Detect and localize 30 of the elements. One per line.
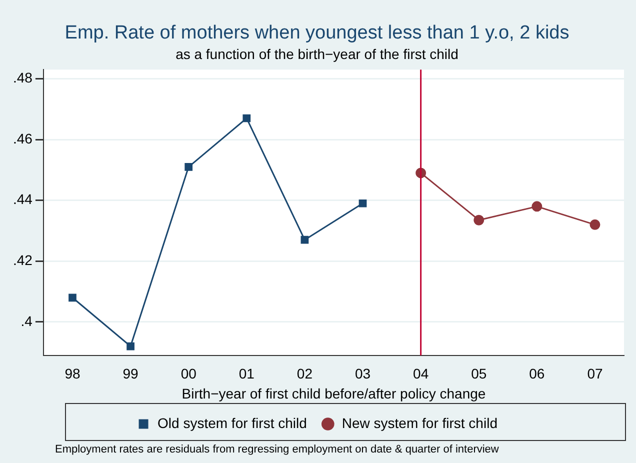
x-tick-label: 01 <box>238 366 255 382</box>
x-tick-label: 05 <box>471 366 487 382</box>
point <box>358 199 367 208</box>
point <box>590 219 600 230</box>
x-tick-label: 06 <box>529 366 545 382</box>
chart-subtitle: as a function of the birth−year of the first child <box>176 46 458 62</box>
point <box>300 236 309 244</box>
point <box>126 342 134 350</box>
point <box>68 294 76 302</box>
point <box>474 214 484 226</box>
y-tick-label: .42 <box>12 252 33 268</box>
y-tick-label: .46 <box>12 130 33 146</box>
y-tick-label: .4 <box>20 312 33 329</box>
y-tick-label: .48 <box>12 70 33 86</box>
chart-title: Emp. Rate of mothers when youngest less than 1 y.o, 2 kids <box>64 22 570 44</box>
text: Employment rates are residuals from regressing employment on date & quarter of interview <box>55 444 499 456</box>
x-tick-label: 03 <box>354 366 371 382</box>
legend-label: Old system for first child <box>158 414 307 431</box>
point <box>242 114 251 122</box>
x-tick-label: 98 <box>64 366 80 382</box>
legend-label: New system for first child <box>342 414 498 431</box>
x-tick-label: 04 <box>413 366 429 382</box>
x-tick-label: 99 <box>122 366 139 382</box>
y-tick-label: .44 <box>12 191 33 208</box>
x-tick-label: 00 <box>180 366 197 382</box>
x-tick-label: 02 <box>296 366 313 382</box>
point <box>184 162 193 171</box>
x-tick-label: 07 <box>587 366 603 382</box>
x-axis-title: Birth−year of first child before/after policy change <box>182 385 486 402</box>
point <box>532 201 542 212</box>
